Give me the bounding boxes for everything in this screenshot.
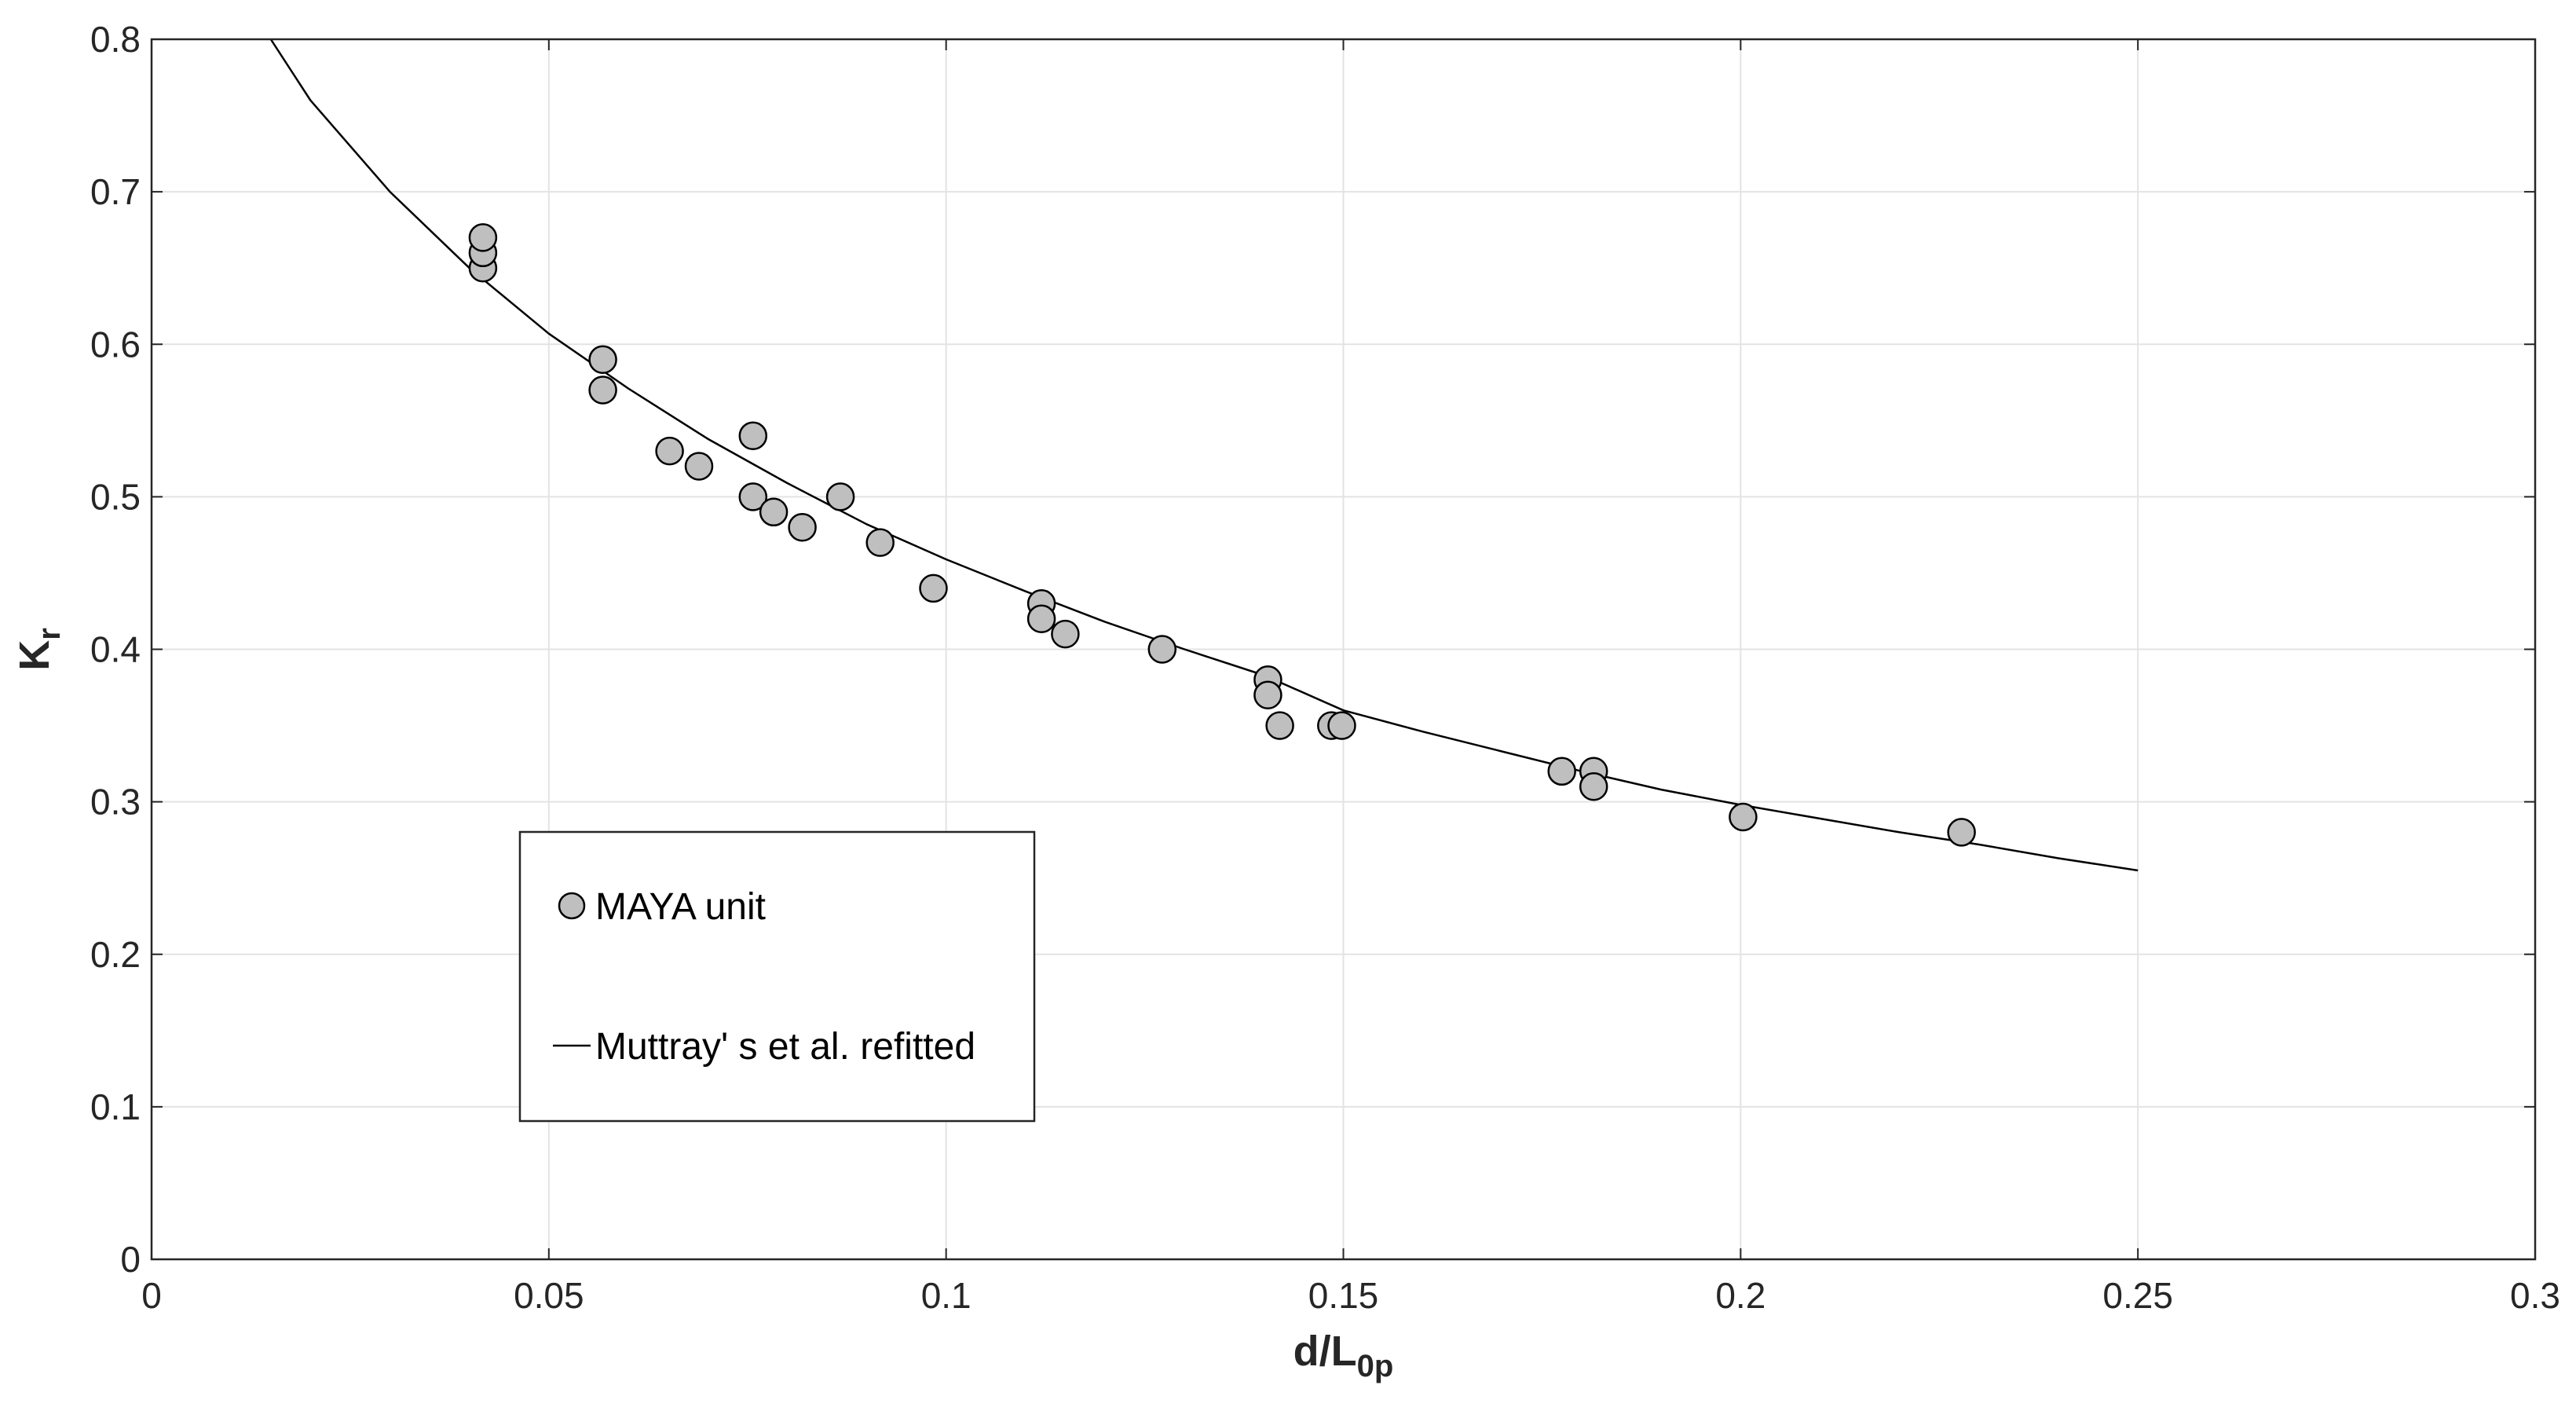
x-tick-label: 0.15 [1308, 1275, 1379, 1316]
x-axis-title-subscript: 0p [1357, 1349, 1394, 1383]
data-point [738, 482, 768, 511]
legend: MAYA unit Muttray' s et al. refitted [518, 830, 1036, 1123]
legend-marker-maya-unit [558, 892, 586, 920]
grid [151, 38, 2536, 1260]
fitted-curve-line [269, 38, 2139, 872]
x-tick-label: 0.1 [921, 1275, 971, 1316]
data-point [1147, 635, 1177, 664]
y-tick-label: 0.6 [90, 324, 141, 365]
data-point [1051, 619, 1080, 649]
points-layer [468, 223, 1976, 847]
data-point [655, 436, 684, 466]
x-axis-title: d/L0p [1293, 1328, 1394, 1383]
data-point [825, 482, 855, 511]
data-point [1253, 680, 1283, 709]
data-point [788, 512, 817, 542]
data-point [1579, 771, 1608, 801]
legend-label-maya-unit: MAYA unit [595, 886, 766, 928]
y-tick-label: 0.4 [90, 629, 141, 670]
data-point [1327, 711, 1356, 740]
y-axis-title-subscript: r [32, 628, 67, 640]
y-tick-label: 0.8 [90, 19, 141, 60]
data-point [1026, 604, 1056, 633]
curve-layer [269, 38, 2139, 872]
y-tick-label: 0.2 [90, 934, 141, 975]
data-point [468, 223, 498, 252]
x-tick-label: 0.3 [2510, 1275, 2560, 1316]
y-tick-label: 0 [120, 1239, 141, 1280]
data-point [684, 452, 714, 481]
data-point [738, 421, 768, 450]
y-axis-title: Kr [11, 628, 67, 671]
x-tick-label: 0.25 [2102, 1275, 2173, 1316]
data-point [588, 345, 617, 374]
data-point [865, 528, 895, 557]
data-point [759, 497, 789, 527]
y-tick-label: 0.7 [90, 171, 141, 212]
x-tick-label: 0 [141, 1275, 162, 1316]
data-point [1547, 757, 1576, 786]
y-tick-label: 0.1 [90, 1086, 141, 1127]
y-tick-label: 0.5 [90, 476, 141, 517]
legend-label-muttray: Muttray' s et al. refitted [595, 1026, 975, 1068]
axis-ticks: 0 0.05 0.1 0.15 0.2 0.25 0.3 0 0.1 0.2 0.3 0.4 0.5 0.… [90, 19, 2560, 1316]
x-axis-title-main: d/L [1293, 1328, 1357, 1375]
data-point [1947, 818, 1976, 847]
y-axis-title-main: K [11, 640, 58, 671]
x-tick-label: 0.05 [514, 1275, 584, 1316]
x-tick-label: 0.2 [1715, 1275, 1766, 1316]
y-tick-label: 0.3 [90, 782, 141, 823]
legend-box [518, 830, 1036, 1123]
data-point [588, 376, 617, 405]
data-point [919, 573, 948, 603]
data-point [1265, 711, 1294, 740]
data-point [1729, 802, 1758, 832]
